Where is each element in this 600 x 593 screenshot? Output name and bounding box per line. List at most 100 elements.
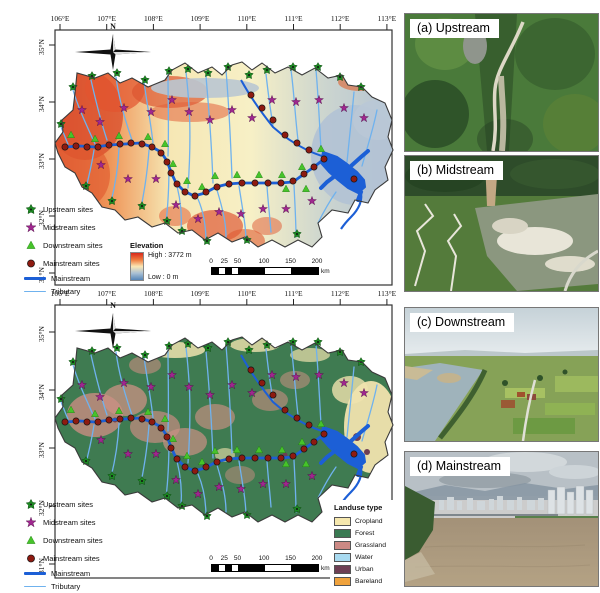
site-marker-mainstream xyxy=(117,416,123,422)
line-swatch xyxy=(24,586,46,588)
scale-segment xyxy=(291,268,318,274)
legend-label: Midstream sites xyxy=(43,518,96,527)
legend-label: Midstream sites xyxy=(43,223,96,232)
elevation-high-label: High : 3772 m xyxy=(148,252,192,259)
site-marker-mainstream xyxy=(106,142,112,148)
photo-label: (b) Midstream xyxy=(410,161,503,180)
x-tick-label: 109°E xyxy=(191,290,210,298)
legend-label: Mainstream xyxy=(51,274,90,283)
site-marker-mainstream xyxy=(294,140,300,146)
x-tick-label: 111°E xyxy=(284,14,303,23)
site-marker-mainstream xyxy=(182,189,188,195)
site-marker-mainstream xyxy=(73,418,79,424)
site-marker-mainstream xyxy=(226,181,232,187)
north-arrow: N xyxy=(75,301,151,349)
site-marker-mainstream xyxy=(168,170,174,176)
site-marker-downstream xyxy=(27,241,35,249)
site-marker-mainstream xyxy=(282,407,288,413)
triangle-marker-icon xyxy=(24,239,38,252)
site-marker-mainstream xyxy=(106,417,112,423)
site-marker-mainstream xyxy=(248,92,254,98)
x-tick-label: 113°E xyxy=(378,14,397,23)
y-tick-label: 35°N xyxy=(37,325,46,341)
line-swatch xyxy=(24,572,46,575)
scale-segment xyxy=(232,268,239,274)
legend-row: Midstream sites xyxy=(24,218,103,236)
site-marker-mainstream xyxy=(278,455,284,461)
scale-segment xyxy=(225,268,232,274)
landuse-legend-row: Forest xyxy=(334,527,400,539)
landuse-label: Water xyxy=(355,554,373,561)
scale-number: 150 xyxy=(285,258,296,265)
star-marker-icon xyxy=(24,221,38,234)
landuse-swatch xyxy=(334,529,351,538)
scale-number: 50 xyxy=(234,555,241,562)
north-label: N xyxy=(110,301,116,310)
photo-midstream: (b) Midstream xyxy=(404,155,599,292)
site-marker-mainstream xyxy=(214,459,220,465)
site-marker-mainstream xyxy=(84,419,90,425)
site-marker-mainstream xyxy=(306,422,312,428)
scale-segment xyxy=(265,268,292,274)
elevation-legend-title: Elevation xyxy=(130,241,220,250)
site-marker-mainstream xyxy=(214,184,220,190)
scale-number: 200 xyxy=(312,555,323,562)
legend-label: Downstream sites xyxy=(43,536,103,545)
elevation-color-ramp xyxy=(130,252,144,281)
line-swatch xyxy=(24,277,46,280)
y-tick-label: 35°N xyxy=(37,38,46,54)
site-marker-mainstream xyxy=(278,180,284,186)
scale-number: 150 xyxy=(285,555,296,562)
site-marker-downstream xyxy=(27,536,35,544)
legend-row: Upstream sites xyxy=(24,200,103,218)
site-marker-mainstream xyxy=(301,171,307,177)
photo-label: (c) Downstream xyxy=(410,313,514,332)
site-marker-mainstream xyxy=(351,451,357,457)
site-marker-midstream xyxy=(26,222,36,232)
photo-upstream: (a) Upstream xyxy=(404,13,599,152)
pentagram-marker-icon xyxy=(24,498,38,511)
site-marker-mainstream xyxy=(128,140,134,146)
star-marker-icon xyxy=(24,516,38,529)
x-tick-label: 109°E xyxy=(191,14,210,23)
scale-number: 0 xyxy=(209,258,213,265)
site-marker-mainstream xyxy=(252,180,258,186)
x-tick-label: 107°E xyxy=(97,14,116,23)
site-marker-mainstream xyxy=(351,176,357,182)
landuse-swatch xyxy=(334,541,351,550)
x-tick-label: 108°E xyxy=(144,14,163,23)
circle-marker-icon xyxy=(24,257,38,270)
legend-row: Tributary xyxy=(24,580,103,593)
site-marker-mainstream xyxy=(270,392,276,398)
y-tick-label: 34°N xyxy=(37,383,46,399)
scale-number: 25 xyxy=(221,258,228,265)
elevation-low-label: Low : 0 m xyxy=(148,274,192,281)
landuse-label: Grassland xyxy=(355,542,386,549)
site-marker-mainstream xyxy=(95,144,101,150)
site-marker-mainstream xyxy=(139,416,145,422)
x-tick-label: 107°E xyxy=(97,290,116,298)
site-marker-mainstream xyxy=(311,164,317,170)
scale-unit: km xyxy=(321,268,330,275)
site-marker-mainstream xyxy=(239,180,245,186)
scale-bar-line xyxy=(211,267,319,275)
scale-segment xyxy=(265,565,292,571)
scale-segment xyxy=(219,268,226,274)
legend-row: Mainstream xyxy=(24,272,103,285)
triangle-marker-icon xyxy=(24,534,38,547)
site-marker-mainstream xyxy=(73,143,79,149)
x-tick-label: 106°E xyxy=(51,290,70,298)
landuse-label: Bareland xyxy=(355,578,382,585)
site-marker-mainstream xyxy=(164,159,170,165)
scale-number: 200 xyxy=(312,258,323,265)
y-tick-label: 33°N xyxy=(37,441,46,457)
landuse-swatch xyxy=(334,577,351,586)
site-marker-mainstream xyxy=(203,464,209,470)
legend-row: Mainstream xyxy=(24,567,103,580)
